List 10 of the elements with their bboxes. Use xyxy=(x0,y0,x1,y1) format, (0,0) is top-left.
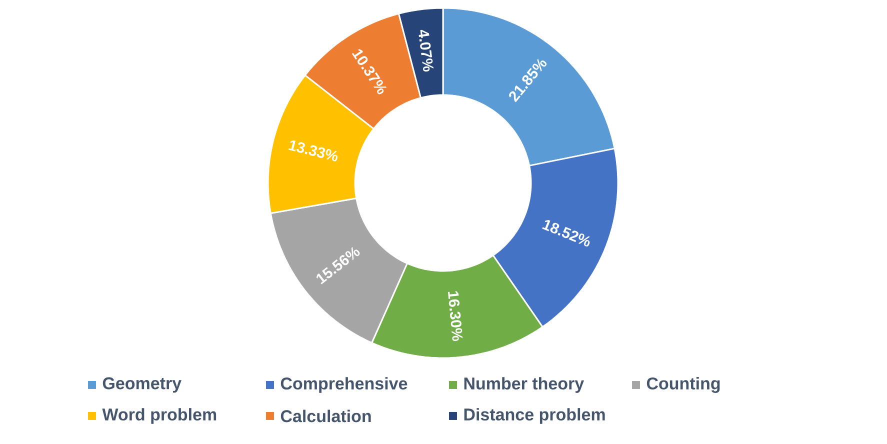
legend-label: Calculation xyxy=(280,410,371,422)
legend-label: Comprehensive xyxy=(280,377,408,393)
data-label: 4.07% xyxy=(418,30,434,72)
legend-label: Distance problem xyxy=(464,408,605,424)
data-label: 13.33% xyxy=(288,140,338,162)
legend-label: Geometry xyxy=(102,377,182,393)
legend-label: Word problem xyxy=(102,408,216,424)
data-label: 16.30% xyxy=(448,291,463,342)
legend-label: Number theory xyxy=(464,377,584,393)
legend-label: Counting xyxy=(646,377,720,393)
